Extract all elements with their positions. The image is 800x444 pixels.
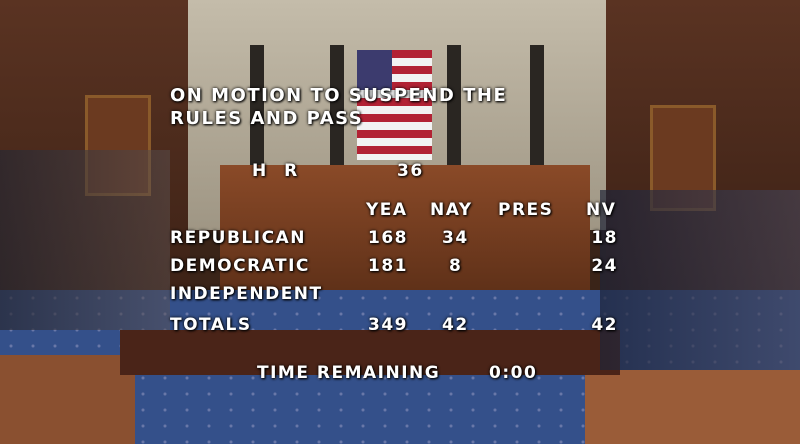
column-header-pres: PRES [498,200,554,220]
party-label: REPUBLICAN [170,228,306,248]
american-flag [357,50,432,160]
nay-count: 34 [442,228,469,248]
yea-count: 168 [368,228,408,248]
party-label: DEMOCRATIC [170,256,310,276]
motion-title-line2: RULES AND PASS [170,108,364,129]
bill-number: 36 [397,161,424,181]
desk-right [585,370,800,444]
desk-left [0,355,135,444]
party-label: INDEPENDENT [170,284,323,304]
party-label: TOTALS [170,315,252,335]
bill-prefix: H R [252,161,304,181]
time-remaining-value: 0:00 [489,363,538,383]
column [250,45,264,195]
motion-title-line1: ON MOTION TO SUSPEND THE [170,85,508,106]
column [447,45,461,195]
crowd-left [0,150,170,330]
column-header-yea: YEA [366,200,408,220]
bench-row [120,330,620,375]
yea-count: 181 [368,256,408,276]
yea-count: 349 [368,315,408,335]
column [530,45,544,195]
column [330,45,344,195]
time-remaining-label: TIME REMAINING [257,363,441,383]
nv-count: 42 [591,315,618,335]
nv-count: 18 [591,228,618,248]
nay-count: 8 [449,256,463,276]
nay-count: 42 [442,315,469,335]
rostrum [220,165,590,295]
crowd-right [600,190,800,370]
nv-count: 24 [591,256,618,276]
column-header-nv: NV [586,200,617,220]
column-header-nay: NAY [430,200,473,220]
